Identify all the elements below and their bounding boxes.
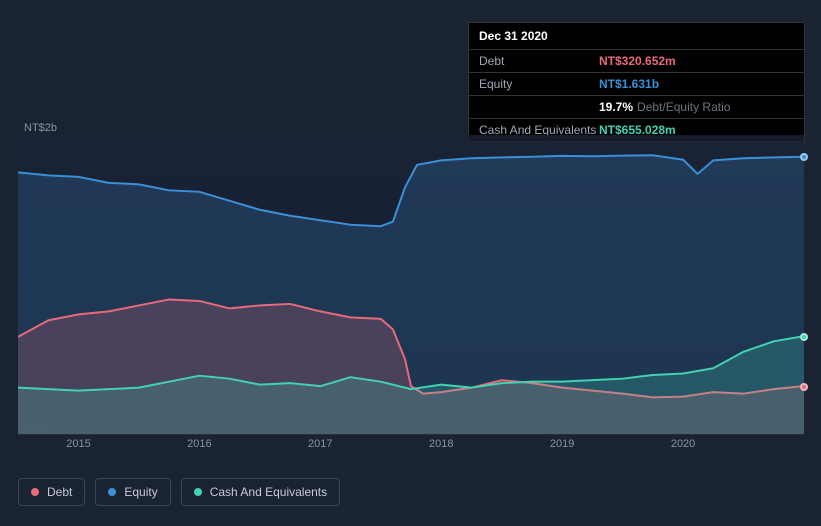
tooltip-row-equity: Equity NT$1.631b [469, 73, 804, 96]
xaxis-tick: 2018 [429, 438, 453, 450]
yaxis-tick-top: NT$2b [24, 122, 57, 134]
legend-item-equity[interactable]: Equity [95, 478, 170, 506]
xaxis-tick: 2020 [671, 438, 695, 450]
legend: Debt Equity Cash And Equivalents [18, 478, 340, 506]
tooltip-label-debt: Debt [479, 54, 599, 68]
legend-label: Cash And Equivalents [210, 485, 327, 499]
tooltip-ratio-label: Debt/Equity Ratio [637, 100, 730, 114]
tooltip-row-ratio: 19.7% Debt/Equity Ratio [469, 96, 804, 119]
xaxis-tick: 2015 [66, 438, 90, 450]
chart-svg [18, 135, 804, 434]
tooltip-value-equity: NT$1.631b [599, 77, 659, 91]
tooltip-row-debt: Debt NT$320.652m [469, 50, 804, 73]
tooltip-label-ratio-spacer [479, 100, 599, 114]
legend-label: Debt [47, 485, 72, 499]
tooltip-date: Dec 31 2020 [469, 23, 804, 50]
tooltip-label-equity: Equity [479, 77, 599, 91]
tooltip-value-debt: NT$320.652m [599, 54, 676, 68]
chart-plot[interactable] [18, 135, 804, 435]
xaxis-tick: 2017 [308, 438, 332, 450]
legend-item-cash[interactable]: Cash And Equivalents [181, 478, 340, 506]
legend-dot-icon [194, 488, 202, 496]
xaxis-tick: 2016 [187, 438, 211, 450]
xaxis: 2015 2016 2017 2018 2019 2020 [18, 438, 804, 458]
legend-dot-icon [108, 488, 116, 496]
legend-dot-icon [31, 488, 39, 496]
xaxis-tick: 2019 [550, 438, 574, 450]
tooltip-ratio: 19.7% Debt/Equity Ratio [599, 100, 730, 114]
legend-label: Equity [124, 485, 157, 499]
tooltip-ratio-value: 19.7% [599, 100, 633, 114]
legend-item-debt[interactable]: Debt [18, 478, 85, 506]
tooltip-card: Dec 31 2020 Debt NT$320.652m Equity NT$1… [468, 22, 805, 142]
